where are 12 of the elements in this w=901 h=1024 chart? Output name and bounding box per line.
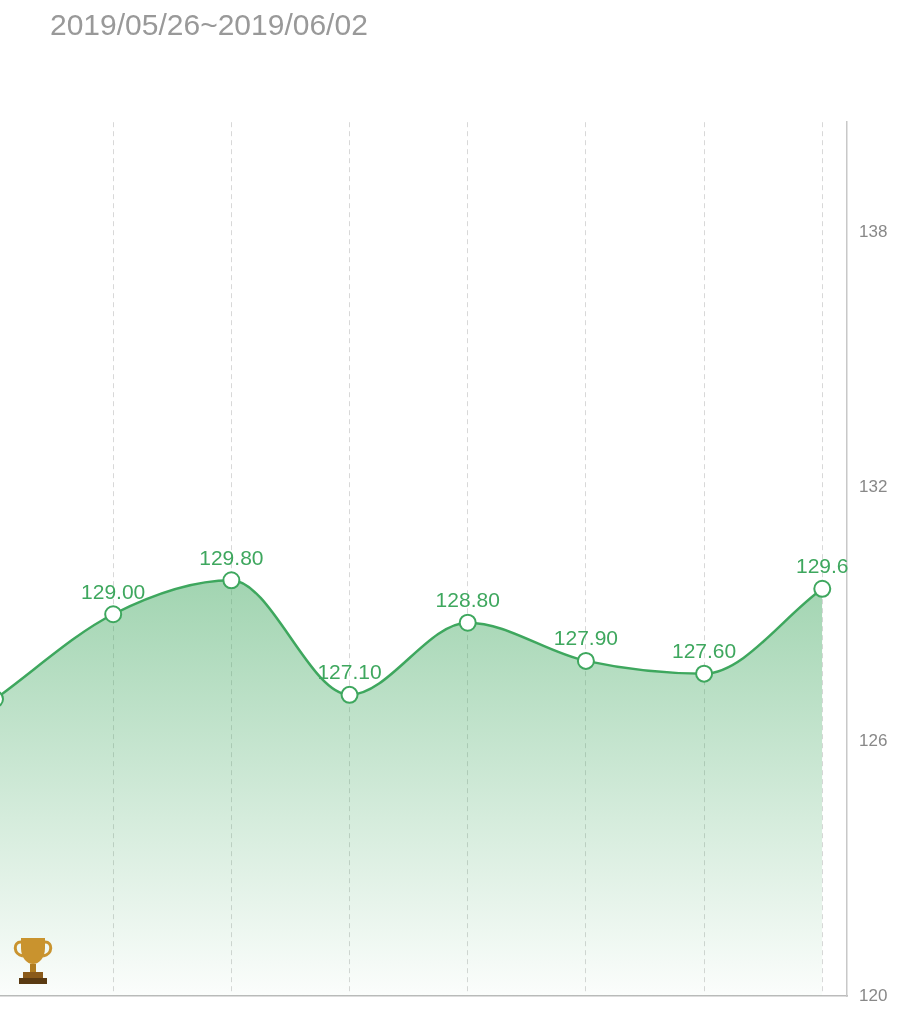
y-tick-label: 138 [859, 222, 888, 242]
y-tick-label: 126 [859, 731, 888, 751]
y-tick-label: 120 [859, 985, 888, 1005]
data-label: 128.80 [435, 588, 500, 612]
data-label: 129.00 [81, 579, 146, 603]
chart-title: 2019/05/26~2019/06/02 [50, 8, 368, 42]
data-label: 129.80 [199, 545, 264, 569]
data-label: 127.60 [671, 638, 737, 662]
y-tick-label: 132 [859, 476, 888, 496]
data-label: 129.6 [795, 554, 849, 578]
data-label: 127.90 [553, 626, 619, 650]
data-label: 127.10 [317, 660, 382, 684]
